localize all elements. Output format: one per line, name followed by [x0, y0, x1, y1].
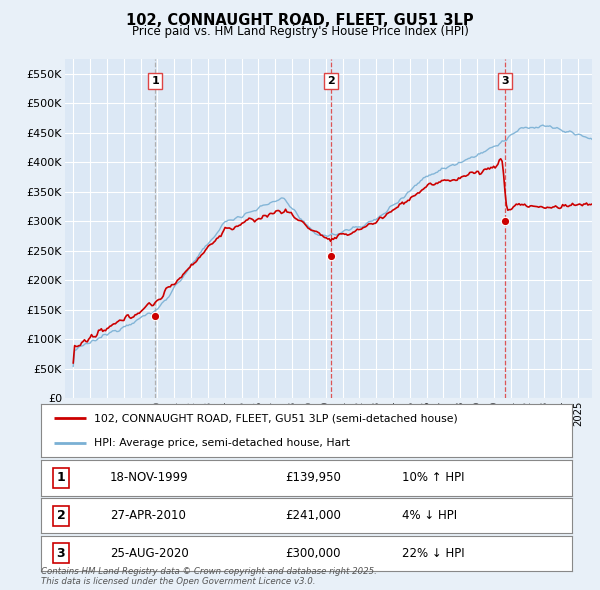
- Text: 4% ↓ HPI: 4% ↓ HPI: [402, 509, 457, 522]
- Text: 2: 2: [327, 76, 335, 86]
- Text: 102, CONNAUGHT ROAD, FLEET, GU51 3LP: 102, CONNAUGHT ROAD, FLEET, GU51 3LP: [126, 13, 474, 28]
- Text: 10% ↑ HPI: 10% ↑ HPI: [402, 471, 464, 484]
- Text: 25-AUG-2020: 25-AUG-2020: [110, 547, 188, 560]
- Text: £139,950: £139,950: [285, 471, 341, 484]
- Text: 22% ↓ HPI: 22% ↓ HPI: [402, 547, 464, 560]
- Text: £300,000: £300,000: [285, 547, 341, 560]
- Text: 3: 3: [56, 547, 65, 560]
- Text: Contains HM Land Registry data © Crown copyright and database right 2025.
This d: Contains HM Land Registry data © Crown c…: [41, 567, 377, 586]
- Text: 102, CONNAUGHT ROAD, FLEET, GU51 3LP (semi-detached house): 102, CONNAUGHT ROAD, FLEET, GU51 3LP (se…: [94, 414, 458, 424]
- Text: Price paid vs. HM Land Registry's House Price Index (HPI): Price paid vs. HM Land Registry's House …: [131, 25, 469, 38]
- Text: 18-NOV-1999: 18-NOV-1999: [110, 471, 188, 484]
- Text: HPI: Average price, semi-detached house, Hart: HPI: Average price, semi-detached house,…: [94, 438, 350, 448]
- Text: 1: 1: [56, 471, 65, 484]
- Text: 2: 2: [56, 509, 65, 522]
- Text: 3: 3: [501, 76, 509, 86]
- Text: 27-APR-2010: 27-APR-2010: [110, 509, 186, 522]
- Text: £241,000: £241,000: [285, 509, 341, 522]
- Text: 1: 1: [151, 76, 159, 86]
